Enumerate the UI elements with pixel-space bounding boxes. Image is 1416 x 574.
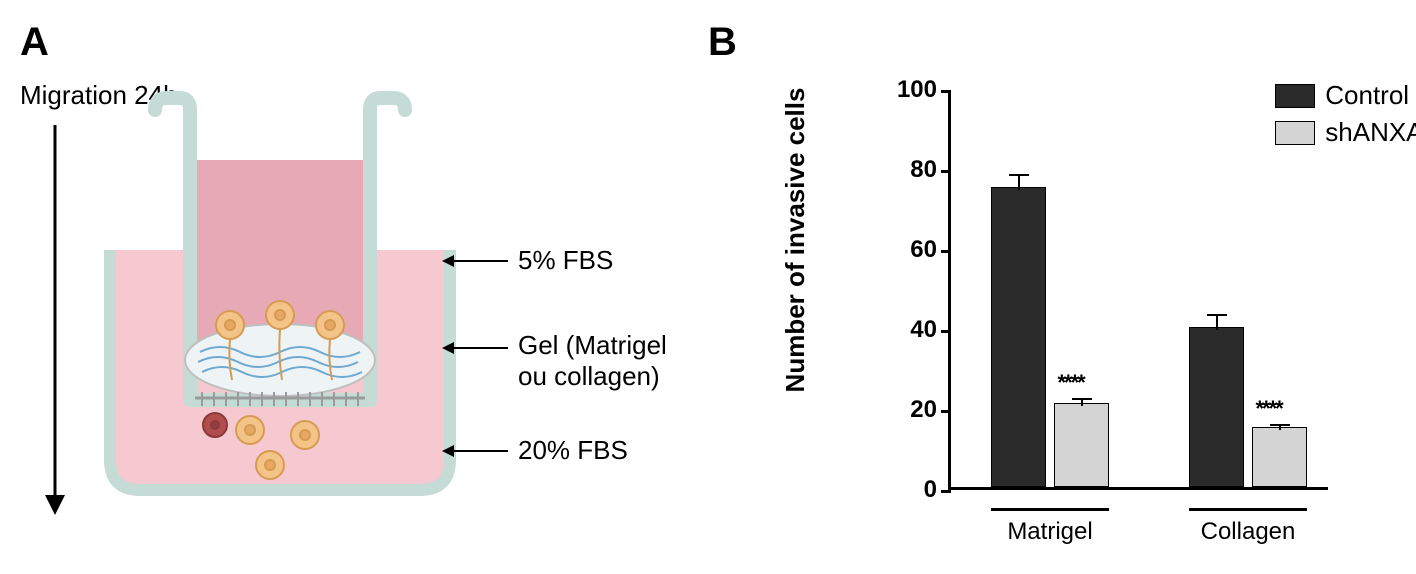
annotation-gel: Gel (Matrigel ou collagen) bbox=[440, 330, 698, 392]
y-tick-label: 20 bbox=[910, 396, 937, 424]
bar bbox=[1189, 327, 1244, 487]
transwell-diagram bbox=[90, 90, 470, 510]
legend-item-control: Control bbox=[1275, 80, 1416, 111]
arrow-left-icon bbox=[440, 338, 510, 358]
group-underline bbox=[991, 508, 1109, 511]
legend-item-shanxa2: shANXA2 bbox=[1275, 117, 1416, 148]
bar bbox=[991, 187, 1046, 487]
legend-swatch-shanxa2 bbox=[1275, 121, 1315, 145]
significance-label: **** bbox=[1058, 370, 1084, 396]
annotation-fbs-bottom-text: 20% FBS bbox=[518, 435, 628, 466]
bar bbox=[1054, 403, 1109, 487]
y-tick-label: 100 bbox=[897, 76, 937, 104]
error-bar bbox=[1216, 314, 1218, 330]
error-cap bbox=[1072, 398, 1092, 400]
annotation-fbs-top-text: 5% FBS bbox=[518, 245, 613, 276]
error-cap bbox=[1009, 174, 1029, 176]
legend-label-control: Control bbox=[1325, 80, 1409, 111]
group-label: Matrigel bbox=[991, 518, 1109, 546]
y-tick-label: 0 bbox=[924, 476, 937, 504]
y-tick-label: 80 bbox=[910, 156, 937, 184]
arrow-left-icon bbox=[440, 251, 510, 271]
panel-b-label: B bbox=[708, 20, 737, 65]
error-bar bbox=[1018, 174, 1020, 190]
annotation-fbs-top: 5% FBS bbox=[440, 245, 613, 276]
panel-a-label: A bbox=[20, 20, 49, 65]
y-tick bbox=[941, 490, 951, 493]
y-tick-label: 60 bbox=[910, 236, 937, 264]
y-tick bbox=[941, 250, 951, 253]
error-cap bbox=[1270, 424, 1290, 426]
y-tick bbox=[941, 170, 951, 173]
legend-swatch-control bbox=[1275, 84, 1315, 108]
arrow-left-icon bbox=[440, 441, 510, 461]
y-axis-label: Number of invasive cells bbox=[780, 40, 811, 440]
significance-label: **** bbox=[1256, 396, 1282, 422]
bar bbox=[1252, 427, 1307, 487]
legend-label-shanxa2: shANXA2 bbox=[1325, 117, 1416, 148]
y-tick-label: 40 bbox=[910, 316, 937, 344]
y-tick bbox=[941, 90, 951, 93]
chart-legend: Control shANXA2 bbox=[1275, 80, 1416, 154]
annotation-fbs-bottom: 20% FBS bbox=[440, 435, 628, 466]
bar-chart: 020406080100********MatrigelCollagen Con… bbox=[828, 50, 1378, 550]
error-cap bbox=[1207, 314, 1227, 316]
panel-a: A Migration 24h bbox=[20, 20, 708, 554]
group-underline bbox=[1189, 508, 1307, 511]
group-label: Collagen bbox=[1189, 518, 1307, 546]
migration-direction-arrow bbox=[40, 120, 70, 520]
annotation-gel-text: Gel (Matrigel ou collagen) bbox=[518, 330, 698, 392]
y-tick bbox=[941, 410, 951, 413]
y-tick bbox=[941, 330, 951, 333]
panel-b: B Number of invasive cells 0 20 40 60 80 100 *… bbox=[708, 20, 1396, 554]
